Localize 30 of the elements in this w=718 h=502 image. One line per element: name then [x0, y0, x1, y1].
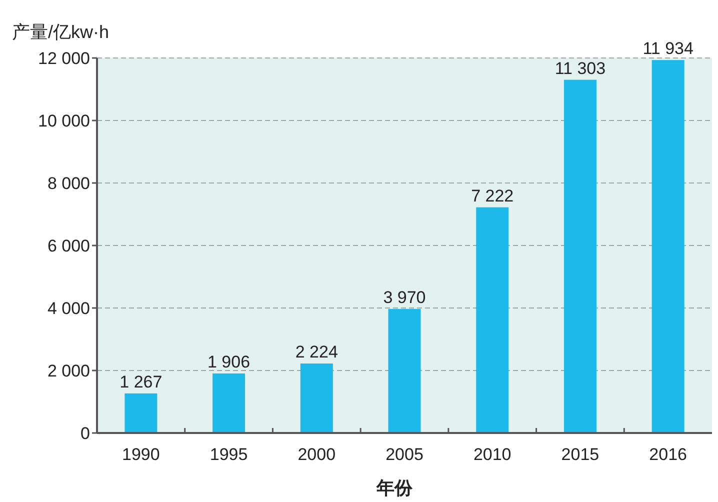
x-tick-label: 1990	[122, 445, 160, 464]
data-label: 2 224	[295, 342, 338, 362]
y-tick-label: 0	[80, 424, 90, 443]
data-label: 7 222	[471, 186, 514, 206]
x-tick-label: 2010	[473, 445, 512, 464]
x-tick-label: 1995	[210, 445, 248, 464]
x-axis-title: 年份	[376, 478, 414, 498]
bar	[564, 80, 596, 433]
y-tick-label: 8 000	[47, 174, 90, 193]
data-label: 1 267	[120, 372, 162, 392]
y-tick-label: 4 000	[47, 299, 90, 318]
bar	[652, 60, 684, 433]
data-label: 11 303	[554, 58, 606, 78]
y-tick-label: 6 000	[47, 236, 90, 256]
y-tick-label: 10 000	[38, 112, 90, 130]
x-tick-label: 2015	[561, 445, 600, 464]
y-tick-label: 2 000	[47, 362, 90, 380]
data-label: 3 970	[383, 288, 426, 307]
x-tick-label: 2000	[298, 445, 336, 464]
y-tick-label: 12 000	[38, 49, 90, 68]
bar	[212, 373, 246, 433]
x-tick-label: 2005	[386, 445, 424, 464]
bar	[124, 393, 158, 433]
bar	[388, 308, 421, 433]
y-axis-title: 产量/亿kw·h	[12, 22, 110, 42]
bar	[476, 207, 509, 433]
bar	[300, 364, 333, 433]
x-tick-label: 2016	[649, 445, 687, 464]
data-label: 1 906	[208, 352, 250, 372]
data-label: 11 934	[642, 39, 694, 58]
